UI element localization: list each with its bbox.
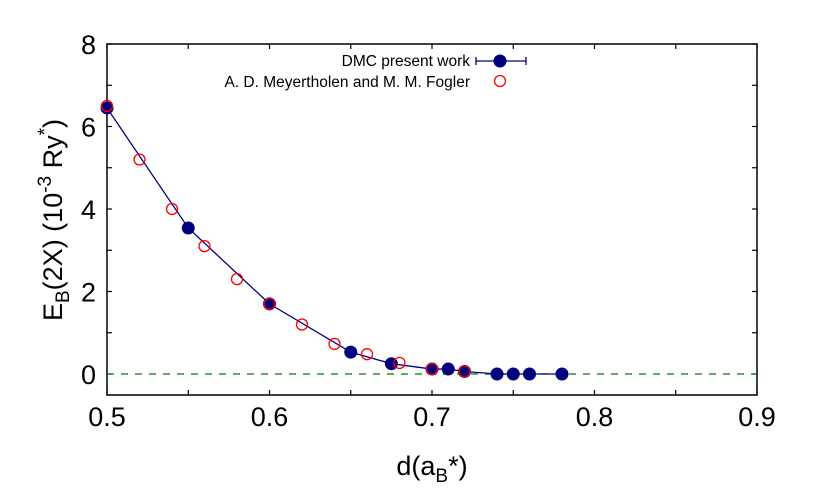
dmc-data-point (555, 367, 569, 381)
dmc-data-point (458, 365, 471, 379)
x-tick-label: 0.5 (88, 402, 126, 432)
meyertholen-fogler-data-point (328, 337, 341, 351)
y-tick-label: 8 (81, 30, 96, 60)
meyertholen-fogler-data-point (263, 297, 276, 311)
legend-label-dmc: DMC present work (342, 53, 471, 70)
x-tick-label: 0.9 (738, 402, 776, 432)
meyertholen-fogler-data-point (458, 365, 471, 378)
dmc-data-point (441, 362, 455, 376)
meyertholen-fogler-data-point (360, 348, 374, 361)
dmc-data-point (263, 297, 276, 311)
meyertholen-fogler-data-point (230, 272, 244, 286)
legend-marker-meyertholen-fogler (493, 74, 507, 88)
meyertholen-fogler-data-point (133, 153, 146, 166)
y-axis-title: EB(2X) (10-3 Ry*) (35, 119, 74, 321)
meyertholen-fogler-data-point (393, 356, 406, 370)
dmc-data-point (181, 221, 195, 235)
meyertholen-fogler-data-point (425, 362, 439, 376)
meyertholen-fogler-data-point (100, 99, 114, 113)
axis-ticks (106, 43, 758, 395)
legend-label-meyertholen-fogler: A. D. Meyertholen and M. M. Fogler (224, 74, 470, 91)
x-axis-title: d(aB*) (396, 451, 467, 487)
dmc-data-point (490, 367, 504, 381)
x-tick-label: 0.8 (576, 402, 614, 432)
dmc-data-point (100, 101, 114, 115)
y-tick-label: 0 (81, 360, 96, 390)
x-tick-label: 0.7 (413, 402, 451, 432)
dmc-series-points (100, 101, 569, 381)
legend: DMC present work A. D. Meyertholen and M… (224, 53, 527, 91)
dmc-data-point (425, 362, 439, 376)
meyertholen-fogler-series-points (100, 99, 471, 378)
dmc-data-point (506, 367, 520, 381)
meyertholen-fogler-data-point (295, 318, 309, 331)
y-tick-label: 6 (81, 113, 96, 143)
meyertholen-fogler-data-point (165, 202, 179, 216)
dmc-series-line (106, 107, 562, 375)
tick-labels: 0.5 0.6 0.7 0.8 0.9 0 2 4 6 8 (81, 30, 776, 432)
y-tick-label: 4 (81, 195, 96, 225)
y-tick-label: 2 (81, 278, 96, 308)
x-tick-label: 0.6 (251, 402, 289, 432)
plot-frame (106, 43, 758, 396)
dmc-data-point (344, 345, 358, 359)
meyertholen-fogler-data-point (198, 239, 211, 253)
legend-marker-dmc (475, 54, 527, 68)
dmc-data-point (523, 367, 536, 381)
